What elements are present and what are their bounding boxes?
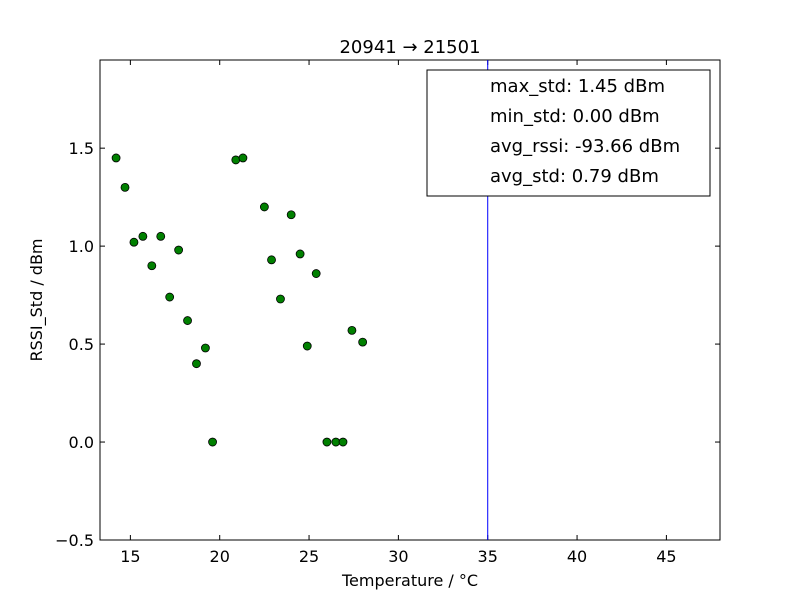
plot-frame <box>99 59 721 541</box>
plot-area: 15 20 25 30 35 40 45 −0.5 0.0 0.5 1.0 1.5 max_std: 1… <box>55 59 721 566</box>
x-tick-label: 20 <box>210 547 230 566</box>
legend-box <box>426 69 711 197</box>
legend-entry: max_std: 1.45 dBm <box>490 76 665 97</box>
x-axis-label: Temperature / °C <box>341 571 478 590</box>
data-point <box>276 294 285 304</box>
data-point <box>259 202 269 212</box>
y-tick-label: 1.5 <box>69 139 94 158</box>
data-point <box>129 237 139 247</box>
data-point <box>295 249 305 259</box>
x-tick-label: 15 <box>120 547 140 566</box>
chart-title: 20941 → 21501 <box>339 37 480 58</box>
data-point <box>338 437 348 447</box>
y-tick-label: 0.0 <box>69 433 94 452</box>
data-point <box>201 343 210 353</box>
x-tick-label: 40 <box>567 547 587 566</box>
legend-entry: min_std: 0.00 dBm <box>490 106 660 127</box>
data-point <box>231 155 241 165</box>
data-point <box>174 245 184 255</box>
legend-entry: avg_rssi: -93.66 dBm <box>490 136 680 157</box>
data-point <box>238 153 248 163</box>
y-tick-label: 1.0 <box>69 237 94 256</box>
data-point <box>120 182 130 192</box>
data-point <box>286 210 296 220</box>
data-point <box>358 337 368 347</box>
data-point <box>208 437 217 447</box>
y-tick-label: 0.5 <box>69 335 94 354</box>
x-tick-label: 45 <box>656 547 676 566</box>
x-tick-label: 30 <box>388 547 408 566</box>
data-point <box>183 316 192 325</box>
data-point <box>138 231 148 241</box>
legend-entry: avg_std: 0.79 dBm <box>490 166 659 187</box>
y-axis-label: RSSI_Std / dBm <box>27 238 47 361</box>
x-tick-label: 35 <box>478 547 498 566</box>
data-point <box>322 437 332 447</box>
data-point <box>192 359 201 369</box>
data-point <box>267 255 276 265</box>
data-point <box>311 269 321 278</box>
x-tick-label: 25 <box>299 547 319 566</box>
data-point <box>111 153 121 163</box>
data-point <box>165 292 175 302</box>
data-point <box>156 231 166 241</box>
data-point <box>147 261 157 271</box>
data-point <box>302 341 312 351</box>
y-tick-label: −0.5 <box>55 531 94 550</box>
data-point <box>347 325 357 335</box>
